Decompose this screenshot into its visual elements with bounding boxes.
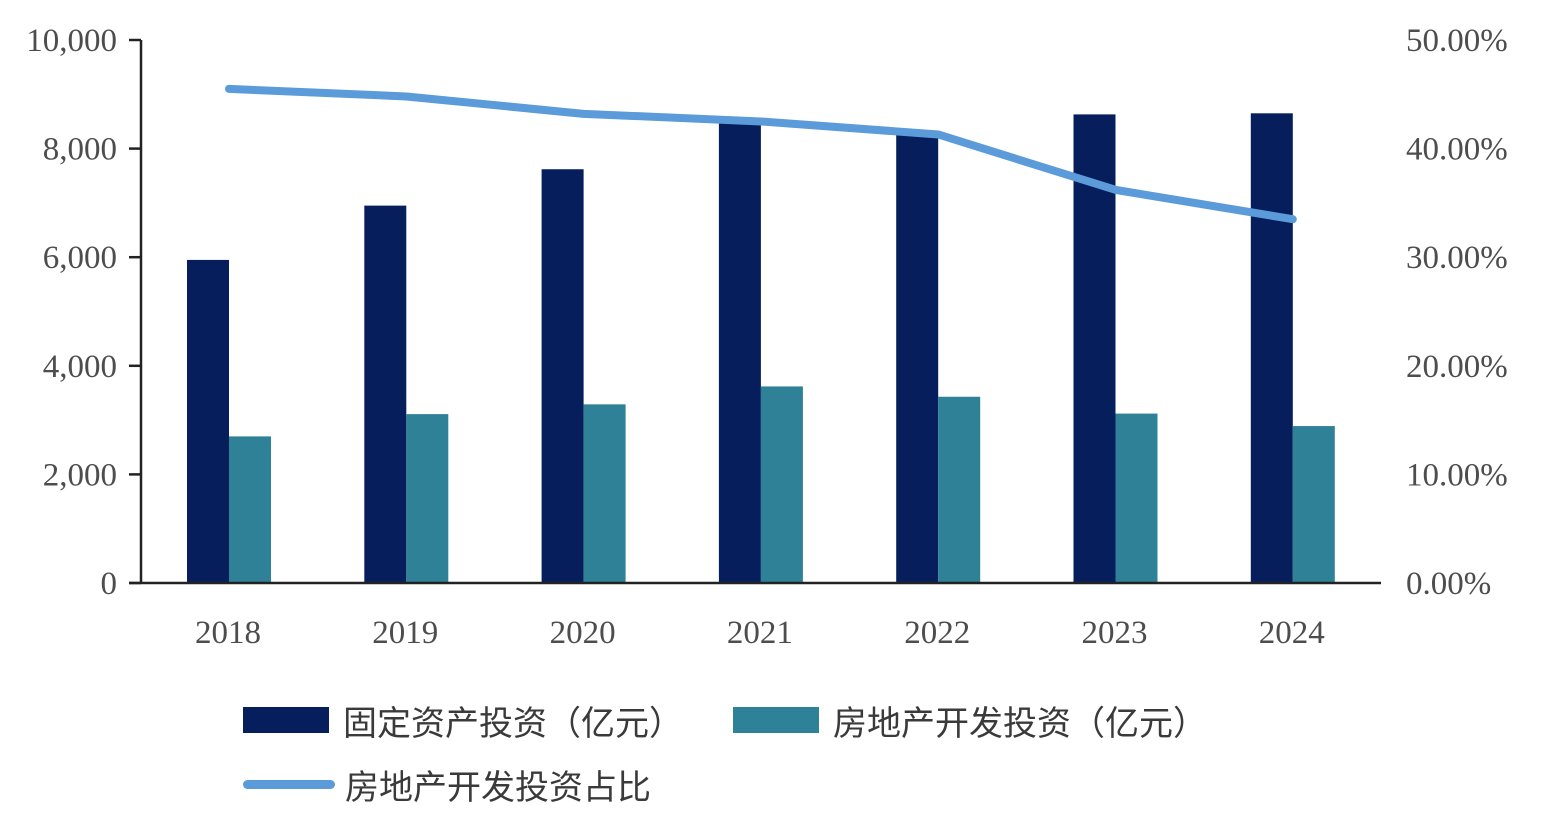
legend-label-fixed-asset: 固定资产投资（亿元） [343, 696, 683, 745]
x-tick-label: 2022 [904, 615, 970, 651]
legend: 固定资产投资（亿元） 房地产开发投资（亿元） 房地产开发投资占比 [243, 688, 1443, 816]
x-tick-label: 2023 [1082, 615, 1148, 651]
legend-row-1: 固定资产投资（亿元） 房地产开发投资（亿元） [243, 688, 1443, 752]
x-tick-label: 2019 [372, 615, 438, 651]
left-tick-label: 6,000 [43, 240, 117, 276]
bar-fixed-asset-2024 [1251, 113, 1293, 583]
legend-item-real-estate: 房地产开发投资（亿元） [733, 696, 1207, 745]
legend-swatch-fixed-asset [243, 707, 329, 733]
right-tick-label: 20.00% [1406, 349, 1508, 385]
x-tick-label: 2021 [727, 615, 793, 651]
legend-label-real-estate: 房地产开发投资（亿元） [833, 696, 1207, 745]
bar-real-estate-2020 [584, 404, 626, 583]
x-tick-label: 2020 [550, 615, 616, 651]
bar-real-estate-2018 [229, 436, 271, 583]
bar-real-estate-2023 [1116, 414, 1158, 583]
left-tick-label: 2,000 [43, 457, 117, 493]
left-tick-label: 4,000 [43, 349, 117, 385]
bar-real-estate-2022 [938, 397, 980, 583]
bar-fixed-asset-2019 [364, 206, 406, 583]
right-tick-label: 30.00% [1406, 240, 1508, 276]
legend-item-fixed-asset: 固定资产投资（亿元） [243, 696, 683, 745]
bar-fixed-asset-2022 [896, 134, 938, 583]
right-tick-label: 0.00% [1406, 566, 1491, 602]
right-tick-label: 10.00% [1406, 457, 1508, 493]
left-tick-label: 10,000 [26, 23, 117, 59]
legend-swatch-ratio [243, 780, 335, 789]
legend-item-ratio: 房地产开发投资占比 [243, 760, 651, 809]
bar-real-estate-2024 [1293, 426, 1335, 583]
bar-fixed-asset-2018 [187, 260, 229, 583]
right-tick-label: 50.00% [1406, 23, 1508, 59]
x-tick-label: 2024 [1259, 615, 1325, 651]
left-tick-label: 8,000 [43, 132, 117, 168]
right-tick-label: 40.00% [1406, 132, 1508, 168]
bars-layer [187, 113, 1335, 583]
legend-swatch-real-estate [733, 707, 819, 733]
legend-row-2: 房地产开发投资占比 [243, 752, 1443, 816]
bar-fixed-asset-2020 [542, 169, 584, 583]
legend-label-ratio: 房地产开发投资占比 [345, 760, 651, 809]
x-tick-label: 2018 [195, 615, 261, 651]
left-tick-label: 0 [101, 566, 118, 602]
bar-fixed-asset-2021 [719, 120, 761, 583]
bar-real-estate-2021 [761, 386, 803, 583]
bar-real-estate-2019 [406, 414, 448, 583]
chart: 0 2,000 4,000 6,000 8,000 10,000 0.00% 10.00% 20… [0, 0, 1546, 690]
